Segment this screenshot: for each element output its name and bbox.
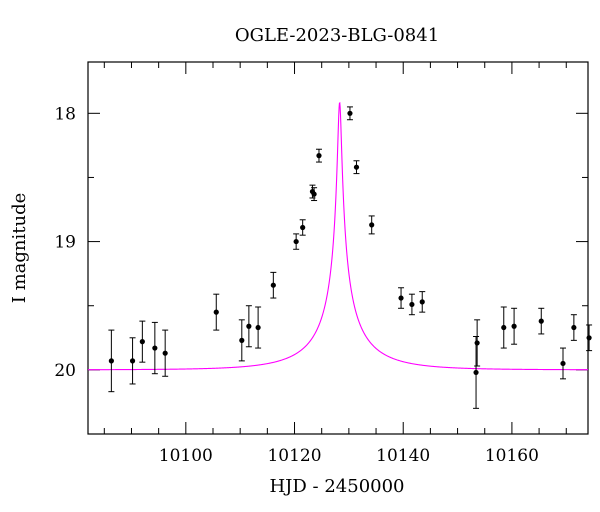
data-marker bbox=[139, 339, 145, 345]
data-point bbox=[398, 287, 405, 309]
data-marker bbox=[270, 282, 276, 288]
data-marker bbox=[152, 345, 158, 351]
data-point bbox=[311, 187, 318, 202]
data-marker bbox=[108, 358, 114, 364]
data-point bbox=[586, 324, 593, 352]
data-point bbox=[368, 215, 375, 235]
data-marker bbox=[571, 324, 577, 331]
x-tick-labels: 10100 10120 10140 10160 bbox=[159, 446, 539, 466]
data-point bbox=[346, 106, 353, 121]
data-point bbox=[570, 314, 577, 341]
data-marker bbox=[311, 191, 317, 197]
model-curve bbox=[88, 101, 588, 371]
data-point bbox=[560, 347, 566, 380]
data-marker bbox=[293, 238, 299, 245]
plot-area bbox=[87, 61, 593, 435]
data-point bbox=[129, 337, 136, 385]
x-tick-label: 10140 bbox=[376, 446, 430, 466]
x-tick-label: 10100 bbox=[159, 446, 213, 466]
data-point bbox=[299, 219, 306, 236]
y-tick-label: 20 bbox=[54, 361, 76, 381]
data-marker bbox=[239, 337, 245, 343]
data-point bbox=[245, 305, 252, 348]
data-point bbox=[408, 293, 415, 316]
data-marker bbox=[501, 324, 507, 331]
data-marker bbox=[129, 358, 136, 364]
data-marker bbox=[246, 323, 252, 329]
data-point bbox=[473, 336, 480, 409]
data-point bbox=[315, 148, 322, 163]
y-tick-labels: 18 19 20 bbox=[54, 104, 76, 381]
y-tick-label: 19 bbox=[54, 233, 76, 253]
data-marker bbox=[586, 335, 592, 341]
data-marker bbox=[398, 295, 404, 301]
data-point bbox=[255, 306, 262, 349]
data-point bbox=[419, 291, 426, 313]
data-marker bbox=[347, 110, 353, 116]
data-marker bbox=[300, 224, 306, 231]
data-marker bbox=[511, 323, 517, 329]
chart-title: OGLE-2023-BLG-0841 bbox=[235, 25, 439, 46]
plot-frame bbox=[87, 61, 589, 435]
data-marker bbox=[353, 164, 360, 170]
data-marker bbox=[473, 369, 479, 376]
data-marker bbox=[538, 318, 544, 324]
data-point bbox=[270, 271, 277, 299]
data-point bbox=[511, 307, 518, 345]
y-tick-label: 18 bbox=[54, 104, 76, 124]
model-curve-layer bbox=[88, 101, 588, 371]
data-point bbox=[108, 329, 115, 393]
data-point bbox=[151, 321, 158, 375]
data-point bbox=[500, 306, 507, 349]
data-point bbox=[139, 320, 146, 363]
data-point bbox=[474, 319, 481, 367]
data-marker bbox=[162, 350, 168, 356]
data-point bbox=[353, 160, 360, 175]
data-marker bbox=[213, 309, 219, 315]
data-marker bbox=[474, 340, 480, 346]
data-marker bbox=[369, 222, 375, 228]
data-marker bbox=[560, 360, 566, 367]
tick-marks bbox=[88, 62, 588, 435]
data-point bbox=[238, 319, 245, 362]
data-point bbox=[162, 329, 169, 377]
data-point bbox=[293, 233, 300, 250]
data-marker bbox=[419, 299, 425, 305]
data-point bbox=[213, 293, 220, 331]
x-tick-label: 10160 bbox=[485, 446, 539, 466]
data-marker bbox=[316, 153, 322, 159]
x-axis-label: HJD - 2450000 bbox=[269, 476, 404, 497]
data-marker bbox=[255, 324, 261, 331]
y-axis-label: I magnitude bbox=[9, 193, 30, 304]
data-point bbox=[538, 307, 545, 335]
data-marker bbox=[409, 301, 415, 308]
data-points-layer bbox=[108, 106, 593, 409]
x-tick-label: 10120 bbox=[267, 446, 321, 466]
